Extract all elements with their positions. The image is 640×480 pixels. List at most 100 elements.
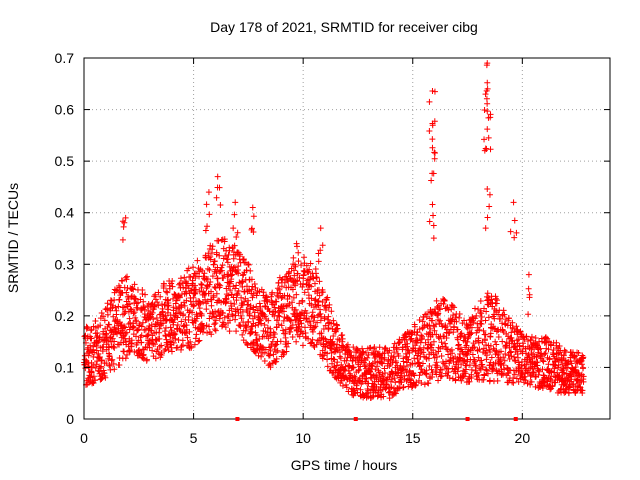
data-point <box>403 353 410 360</box>
data-point <box>303 262 310 269</box>
data-point <box>315 297 322 304</box>
data-point <box>361 355 368 362</box>
data-point <box>443 345 450 352</box>
data-point <box>468 366 475 373</box>
data-point <box>482 366 489 373</box>
data-point <box>356 366 363 373</box>
data-point <box>129 285 136 292</box>
data-point <box>350 364 357 371</box>
data-point <box>120 304 127 311</box>
data-point <box>446 374 453 381</box>
data-point <box>446 357 453 364</box>
data-point <box>560 365 567 372</box>
data-point <box>177 346 184 353</box>
data-point <box>456 310 463 317</box>
data-point <box>432 368 439 375</box>
data-point <box>509 379 516 386</box>
data-point <box>393 359 400 366</box>
data-point <box>381 365 388 372</box>
data-point <box>130 324 137 331</box>
data-point <box>473 363 480 370</box>
axis-tick-labels: 0 0.1 0.2 0.3 0.4 0.5 0.6 0.7 0 5 10 15 20 <box>55 50 531 446</box>
data-point <box>494 297 501 304</box>
data-point <box>130 323 137 330</box>
data-point <box>395 385 402 392</box>
data-point <box>299 342 306 349</box>
data-point <box>350 386 357 393</box>
data-point <box>438 353 445 360</box>
data-point <box>100 343 107 350</box>
data-point <box>172 300 179 307</box>
data-point <box>283 343 290 350</box>
data-point <box>271 304 278 311</box>
data-point <box>501 311 508 318</box>
data-point <box>345 367 352 374</box>
data-point <box>471 358 478 365</box>
data-point <box>427 325 434 332</box>
data-point <box>190 303 197 310</box>
data-point <box>152 296 159 303</box>
data-point <box>211 321 218 328</box>
data-point <box>324 363 331 370</box>
data-point <box>574 376 581 383</box>
data-point <box>140 355 147 362</box>
data-point <box>113 287 120 294</box>
data-point <box>225 251 232 258</box>
data-point <box>285 270 292 277</box>
data-point <box>105 338 112 345</box>
data-point <box>555 361 562 368</box>
data-point <box>121 324 128 331</box>
data-point <box>296 300 303 307</box>
data-point <box>415 350 422 357</box>
data-point <box>209 273 216 280</box>
data-point <box>215 237 222 244</box>
data-point <box>437 306 444 313</box>
data-point <box>209 243 216 250</box>
data-point <box>286 316 293 323</box>
data-point <box>471 305 478 312</box>
data-point <box>453 318 460 325</box>
data-point <box>220 255 227 262</box>
data-point <box>483 367 490 374</box>
data-point <box>483 62 490 69</box>
data-point <box>454 326 461 333</box>
data-point <box>161 280 168 287</box>
data-point <box>277 338 284 345</box>
data-point <box>295 258 302 265</box>
data-point <box>485 370 492 377</box>
data-point <box>102 331 109 338</box>
data-point <box>433 297 440 304</box>
data-point <box>385 349 392 356</box>
data-point <box>260 289 267 296</box>
data-point <box>501 357 508 364</box>
data-point <box>487 114 494 121</box>
data-point <box>478 357 485 364</box>
data-point <box>240 256 247 263</box>
data-point <box>330 332 337 339</box>
data-point <box>110 360 117 367</box>
data-point <box>96 354 103 361</box>
data-point <box>314 319 321 326</box>
data-point <box>246 312 253 319</box>
data-point <box>516 342 523 349</box>
data-point <box>505 352 512 359</box>
data-point <box>528 333 535 340</box>
data-point <box>552 358 559 365</box>
data-point <box>119 236 126 243</box>
data-point <box>426 98 433 105</box>
data-point <box>487 359 494 366</box>
data-points <box>81 60 587 402</box>
data-point <box>349 364 356 371</box>
data-point <box>572 363 579 370</box>
data-point <box>98 357 105 364</box>
data-point <box>416 372 423 379</box>
data-point <box>339 331 346 338</box>
data-point <box>419 325 426 332</box>
data-point <box>578 361 585 368</box>
data-point <box>84 324 91 331</box>
data-point <box>116 361 123 368</box>
data-point <box>163 288 170 295</box>
data-point <box>174 344 181 351</box>
data-point <box>216 315 223 322</box>
data-point <box>190 302 197 309</box>
